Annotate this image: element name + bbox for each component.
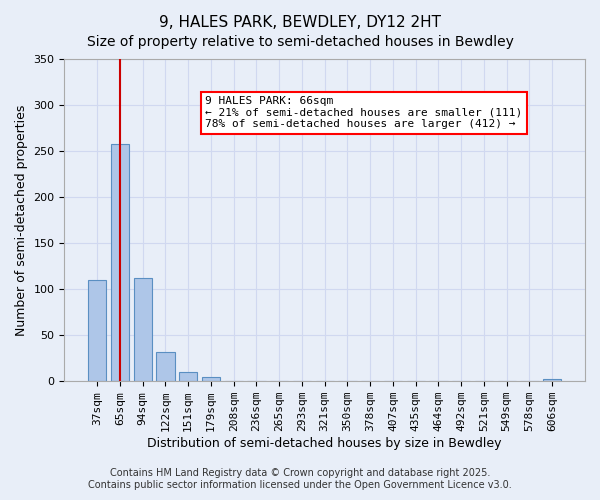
- Text: 9, HALES PARK, BEWDLEY, DY12 2HT: 9, HALES PARK, BEWDLEY, DY12 2HT: [159, 15, 441, 30]
- Bar: [202, 376, 220, 381]
- Bar: [111, 144, 129, 381]
- Bar: [88, 280, 106, 381]
- X-axis label: Distribution of semi-detached houses by size in Bewdley: Distribution of semi-detached houses by …: [148, 437, 502, 450]
- Bar: [179, 372, 197, 381]
- Y-axis label: Number of semi-detached properties: Number of semi-detached properties: [15, 104, 28, 336]
- Text: 9 HALES PARK: 66sqm
← 21% of semi-detached houses are smaller (111)
78% of semi-: 9 HALES PARK: 66sqm ← 21% of semi-detach…: [205, 96, 522, 130]
- Bar: [157, 352, 175, 381]
- Text: Size of property relative to semi-detached houses in Bewdley: Size of property relative to semi-detach…: [86, 35, 514, 49]
- Bar: [543, 380, 562, 381]
- Text: Contains HM Land Registry data © Crown copyright and database right 2025.
Contai: Contains HM Land Registry data © Crown c…: [88, 468, 512, 490]
- Bar: [134, 278, 152, 381]
